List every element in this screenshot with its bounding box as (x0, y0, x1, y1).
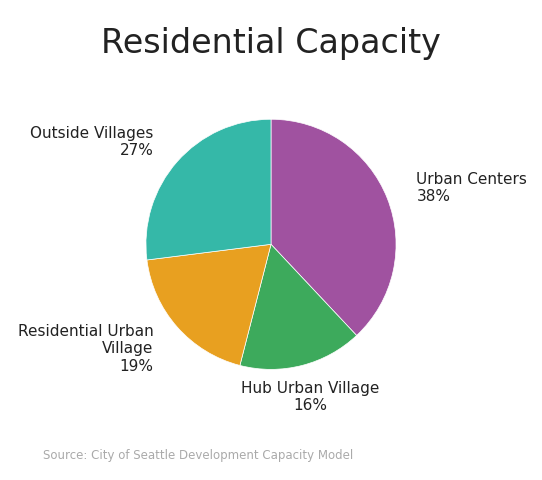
Wedge shape (271, 120, 396, 336)
Text: Residential Urban
Village
19%: Residential Urban Village 19% (18, 323, 154, 373)
Text: Outside Villages
27%: Outside Villages 27% (30, 125, 154, 158)
Wedge shape (240, 245, 357, 370)
Wedge shape (147, 245, 271, 366)
Text: Residential Capacity: Residential Capacity (101, 27, 441, 60)
Text: Hub Urban Village
16%: Hub Urban Village 16% (241, 380, 379, 412)
Text: Source: City of Seattle Development Capacity Model: Source: City of Seattle Development Capa… (43, 448, 353, 461)
Wedge shape (146, 120, 271, 261)
Text: Urban Centers
38%: Urban Centers 38% (416, 171, 527, 204)
